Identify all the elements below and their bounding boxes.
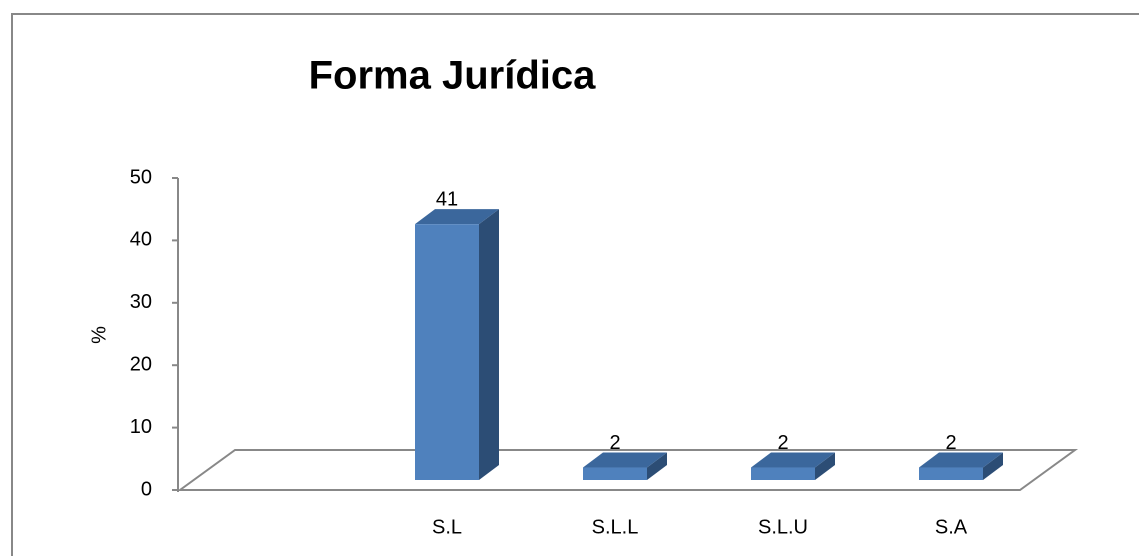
x-tick-label: S.L [432,516,462,538]
bar-side [983,452,1003,480]
bar-top [751,452,835,468]
data-label: 2 [945,432,956,454]
chart-title: Forma Jurídica [309,54,597,98]
y-tick-label: 10 [130,416,152,438]
x-tick-label: S.A [935,516,968,538]
y-axis-label: % [88,326,110,344]
y-tick-label: 40 [130,229,152,251]
bar-side [647,452,667,480]
bar-side [815,452,835,480]
data-label: 2 [609,432,620,454]
bar-top [919,452,1003,468]
y-tick-label: 20 [130,353,152,375]
bar [919,467,983,480]
bar [415,224,479,480]
bar-top [415,209,499,225]
bar-top [583,452,667,468]
bar [583,467,647,480]
bar [751,467,815,480]
y-tick-label: 30 [130,291,152,313]
chart-frame [11,13,1139,556]
data-label: 2 [777,432,788,454]
y-tick-label: 50 [130,166,152,188]
x-tick-label: S.L.L [592,516,639,538]
bar-side [479,209,499,480]
x-tick-label: S.L.U [758,516,808,538]
y-tick-label: 0 [141,478,152,500]
data-label: 41 [436,188,458,210]
